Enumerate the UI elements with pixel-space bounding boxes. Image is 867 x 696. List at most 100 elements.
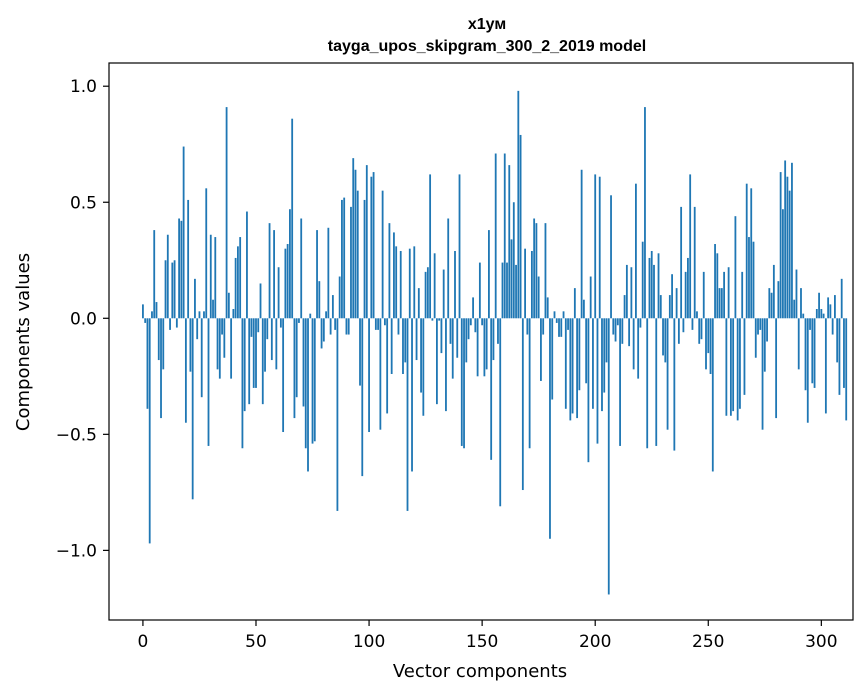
bar (160, 318, 162, 419)
bar (388, 223, 391, 319)
bar (793, 299, 796, 319)
x-tick-label: 50 (245, 632, 267, 652)
bar (800, 288, 802, 319)
x-tick-label: 0 (138, 632, 149, 652)
bar (840, 278, 843, 319)
bar (175, 318, 178, 328)
bar (542, 318, 545, 335)
bar (408, 248, 411, 319)
bar (404, 318, 407, 363)
bar (273, 230, 275, 319)
bar (578, 318, 581, 391)
bar (411, 318, 413, 472)
bar (727, 267, 730, 319)
y-tick-label: −1.0 (56, 541, 97, 561)
bar (293, 318, 296, 419)
bar (795, 269, 798, 319)
bar (779, 172, 782, 319)
bar (494, 153, 497, 319)
bar (402, 318, 404, 374)
bar (815, 309, 818, 319)
bar (184, 318, 187, 423)
bar (528, 318, 531, 449)
bar (302, 318, 305, 407)
bar (268, 223, 271, 319)
bar (639, 318, 642, 328)
bar (551, 318, 554, 400)
bar (151, 311, 153, 319)
bar (632, 318, 635, 370)
bar (239, 237, 242, 319)
bar (813, 318, 816, 388)
bar (628, 318, 631, 347)
bar (673, 318, 676, 451)
bar (456, 318, 459, 358)
bar (585, 318, 588, 384)
bar (212, 299, 214, 319)
bar (791, 162, 793, 319)
bar (806, 318, 809, 423)
bar (232, 309, 235, 319)
bar (705, 318, 707, 370)
bar (503, 153, 506, 319)
bar (440, 318, 443, 354)
bar (169, 318, 171, 330)
bar (218, 318, 221, 379)
bar (506, 262, 508, 319)
plot-area-frame (108, 62, 854, 621)
bar (497, 318, 499, 344)
bar (144, 318, 147, 323)
bar (587, 318, 590, 463)
bar (148, 318, 151, 544)
bar (241, 318, 244, 449)
bar (393, 232, 395, 319)
bar (558, 318, 560, 337)
bar (336, 318, 339, 511)
bar (478, 262, 481, 319)
bar (225, 107, 228, 319)
bar (322, 318, 325, 342)
bar (533, 218, 536, 319)
bar (318, 281, 321, 319)
bar (553, 311, 556, 319)
bar (598, 176, 601, 319)
bar (162, 318, 165, 370)
bar (576, 318, 579, 419)
bar (768, 288, 771, 319)
bar (781, 209, 784, 319)
bar (381, 190, 384, 319)
bar (752, 241, 755, 319)
bar (625, 264, 628, 319)
bar (426, 267, 429, 319)
bar (261, 318, 264, 405)
bar (474, 318, 477, 333)
y-tick-label: −0.5 (56, 425, 97, 445)
bar (279, 318, 282, 328)
bar (646, 318, 649, 449)
bar (178, 218, 181, 319)
bar (834, 295, 836, 319)
bar (255, 318, 257, 388)
bar (203, 311, 205, 319)
bar (413, 246, 416, 319)
bar (449, 318, 452, 344)
bar (221, 318, 223, 335)
bar (205, 188, 208, 319)
bar (831, 318, 834, 335)
bar (761, 318, 764, 430)
bar (422, 318, 425, 416)
bar (295, 318, 298, 398)
bar (454, 250, 456, 319)
bar (397, 318, 400, 335)
bar (499, 318, 502, 507)
bar (521, 318, 524, 491)
bar (463, 318, 465, 449)
bar (766, 318, 768, 342)
bar (623, 295, 626, 319)
bar (304, 318, 307, 449)
bar (354, 169, 357, 319)
bar (300, 218, 303, 319)
bar (363, 199, 366, 319)
bar (614, 318, 617, 342)
